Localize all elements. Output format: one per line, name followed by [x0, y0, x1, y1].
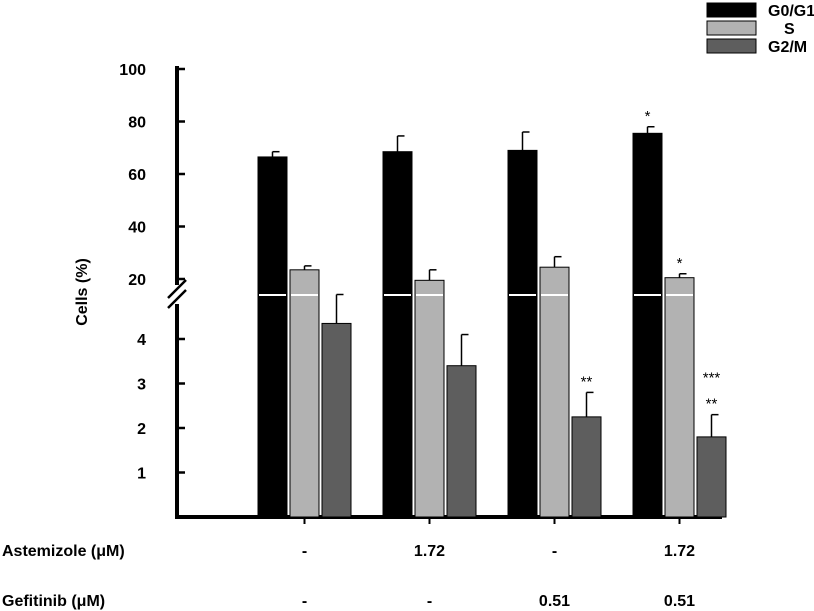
- y-tick-label: 20: [128, 272, 146, 289]
- condition-value: 1.72: [414, 543, 445, 560]
- condition-value: -: [302, 593, 307, 610]
- y-tick-label: 2: [137, 421, 146, 438]
- condition-value: 1.72: [664, 543, 695, 560]
- condition-value: 0.51: [539, 593, 570, 610]
- condition-table: Astemizole (μM) - 1.72 - 1.72 Gefitinib (μM) -…: [2, 543, 695, 610]
- bar-s: [289, 269, 320, 518]
- y-tick-label: 4: [137, 332, 146, 349]
- significance-marker: *: [677, 255, 683, 272]
- condition-label: Astemizole (μM): [2, 543, 125, 560]
- bar-g0-g1: [382, 151, 413, 518]
- axis-break-mark: [167, 279, 187, 299]
- legend-swatch-g0-g1: [706, 2, 757, 18]
- bar-g2-m: [321, 322, 352, 518]
- bar-g0-g1: [257, 156, 288, 518]
- legend-swatch-s: [706, 20, 757, 36]
- condition-value: -: [552, 543, 557, 560]
- significance-marker: *: [645, 108, 651, 125]
- y-tick-label: 80: [128, 115, 146, 132]
- legend-label-g0-g1: G0/G1: [768, 3, 814, 20]
- condition-value: -: [302, 543, 307, 560]
- bar-g0-g1: [507, 149, 538, 518]
- y-tick-label: 1: [137, 466, 146, 483]
- condition-value: -: [427, 593, 432, 610]
- bar-s: [664, 277, 695, 518]
- axis-break-mark: [167, 289, 187, 309]
- condition-label: Gefitinib (μM): [2, 593, 105, 610]
- significance-marker: **: [706, 396, 718, 413]
- bar-s: [414, 279, 445, 518]
- legend-label-s: S: [784, 21, 795, 38]
- bar-g2-m: [571, 416, 602, 518]
- bar-s: [539, 266, 570, 518]
- y-tick-label: 3: [137, 377, 146, 394]
- y-tick-label: 100: [119, 62, 146, 79]
- y-tick-label: 40: [128, 220, 146, 237]
- bar-g2-m: [446, 365, 477, 518]
- condition-value: 0.51: [664, 593, 695, 610]
- bar-g0-g1: [632, 132, 663, 518]
- legend-label-g2-m: G2/M: [768, 39, 807, 56]
- y-axis-title: Cells (%): [74, 258, 91, 326]
- legend-swatch-g2-m: [706, 38, 757, 54]
- y-tick-label: 60: [128, 167, 146, 184]
- significance-marker: ***: [703, 370, 721, 387]
- significance-marker: **: [581, 373, 593, 390]
- bars: *********: [257, 108, 727, 518]
- bar-g2-m: [696, 436, 727, 518]
